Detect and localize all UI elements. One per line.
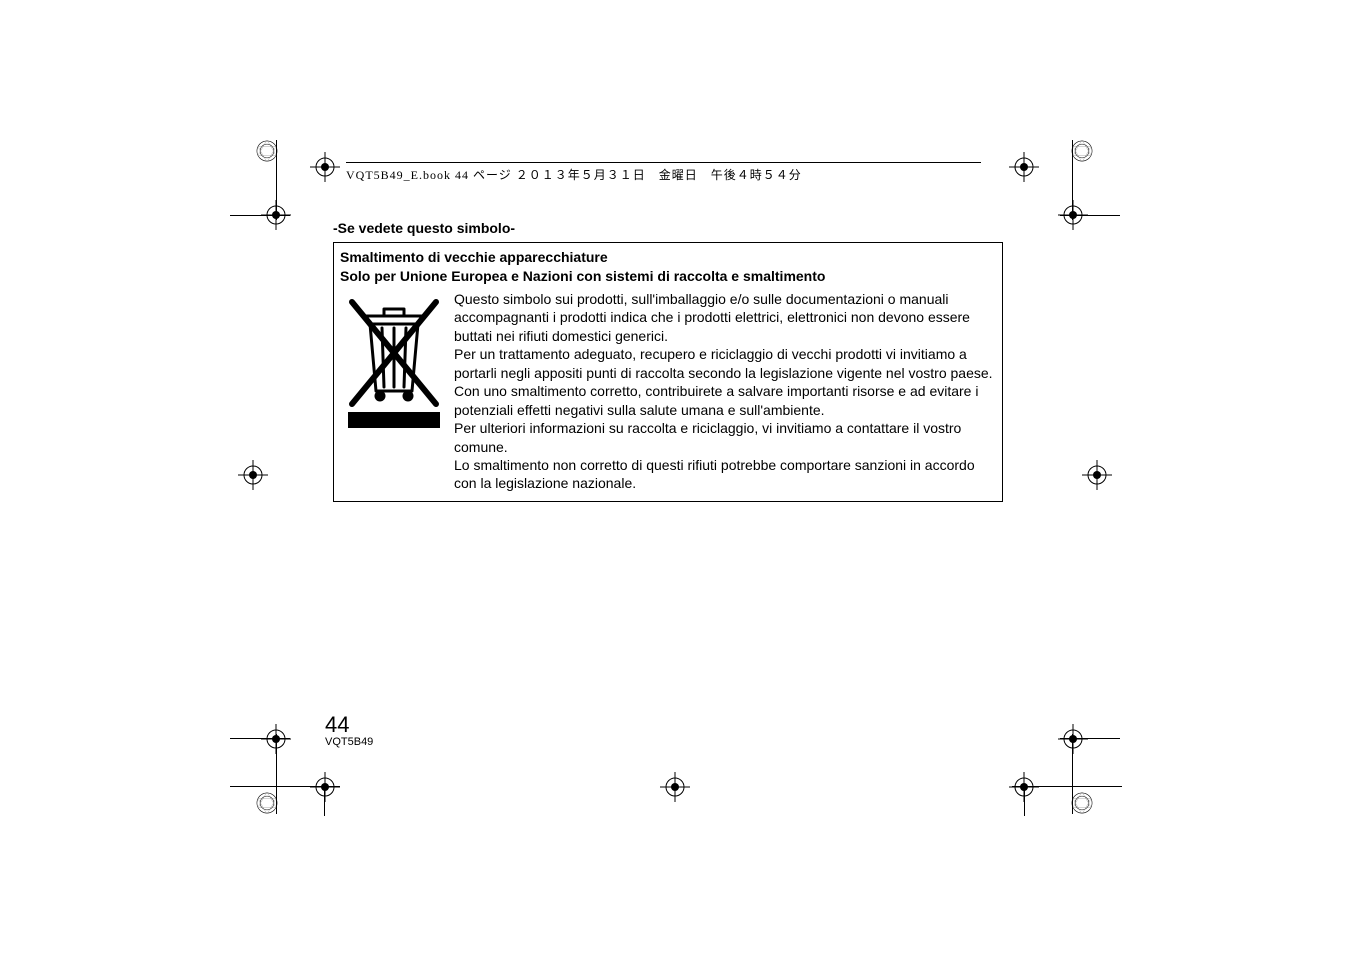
paragraph: Per un trattamento adeguato, recupero e … (454, 345, 996, 382)
crop-line (1072, 734, 1073, 814)
section-title: -Se vedete questo simbolo- (333, 220, 1003, 236)
crosshair-icon (310, 152, 340, 182)
crosshair-icon (1009, 152, 1039, 182)
running-header: VQT5B49_E.book 44 ページ ２０１３年５月３１日 金曜日 午後４… (346, 166, 802, 183)
disposal-info-box: Smaltimento di vecchie apparecchiature S… (333, 242, 1003, 502)
paragraph: Per ulteriori informazioni su raccolta e… (454, 419, 996, 456)
paragraph: Lo smaltimento non corretto di questi ri… (454, 456, 996, 493)
crop-line (1060, 738, 1120, 739)
crop-line (1024, 786, 1025, 816)
registration-mark-icon (1071, 140, 1093, 162)
registration-mark-icon (1071, 792, 1093, 814)
box-body: Questo simbolo sui prodotti, sull'imball… (454, 290, 996, 493)
page-content: -Se vedete questo simbolo- Smaltimento d… (333, 220, 1003, 502)
registration-mark-icon (256, 792, 278, 814)
crop-line (1012, 786, 1122, 787)
page-code: VQT5B49 (325, 736, 373, 748)
box-subtitle: Solo per Unione Europea e Nazioni con si… (340, 267, 996, 286)
crosshair-icon (1082, 460, 1112, 490)
crosshair-icon (660, 772, 690, 802)
paragraph: Questo simbolo sui prodotti, sull'imball… (454, 290, 996, 345)
crop-line (230, 738, 290, 739)
crosshair-icon (238, 460, 268, 490)
weee-bin-icon (344, 296, 444, 431)
registration-mark-icon (256, 140, 278, 162)
crop-line (1060, 215, 1120, 216)
crop-line (1072, 140, 1073, 220)
crosshair-icon (310, 772, 340, 802)
crosshair-icon (1058, 724, 1088, 754)
box-title: Smaltimento di vecchie apparecchiature (340, 248, 996, 267)
paragraph: Con uno smaltimento corretto, contribuir… (454, 382, 996, 419)
crop-line (324, 786, 325, 816)
page-number: 44 (325, 712, 349, 738)
crop-line (276, 734, 277, 814)
crop-line (230, 215, 290, 216)
crop-line (276, 140, 277, 220)
header-rule (346, 162, 981, 163)
